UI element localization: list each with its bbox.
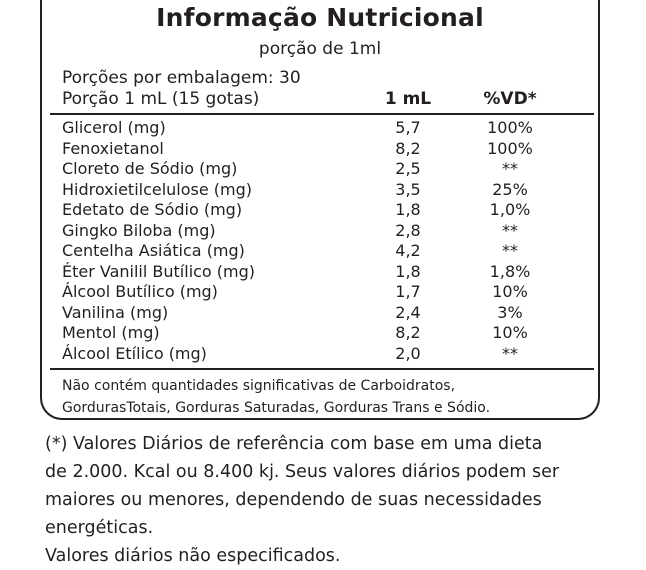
table-row: Gingko Biloba (mg) 2,8 ** bbox=[62, 221, 592, 242]
not-significant-note: Não contém quantidades significativas de… bbox=[62, 375, 592, 419]
nutrient-name: Mentol (mg) bbox=[62, 323, 160, 342]
table-row: Cloreto de Sódio (mg) 2,5 ** bbox=[62, 159, 592, 180]
servings-per-package: Porções por embalagem: 30 bbox=[62, 68, 301, 88]
table-row: Vanilina (mg) 2,4 3% bbox=[62, 303, 592, 324]
footnote-line: de 2.000. Kcal ou 8.400 kj. Seus valores… bbox=[45, 462, 560, 482]
nutrient-amount: 2,0 bbox=[395, 343, 421, 363]
nutrient-amount: 8,2 bbox=[395, 323, 421, 342]
nutrient-dv: 10% bbox=[492, 282, 528, 301]
footnote-line: (*) Valores Diários de referência com ba… bbox=[45, 434, 543, 454]
nutrient-name: Éter Vanilil Butílico (mg) bbox=[62, 261, 256, 281]
table-row: Álcool Etílico (mg) 2,0 ** bbox=[62, 344, 592, 365]
nutrient-name: Vanilina (mg) bbox=[62, 302, 169, 322]
footnote-line: energéticas. bbox=[45, 518, 154, 538]
nutrient-amount: 4,2 bbox=[395, 241, 421, 260]
nutrient-dv: 10% bbox=[492, 323, 528, 342]
nutrient-amount: 2,4 bbox=[395, 302, 421, 322]
amount-header: 1 mL bbox=[384, 89, 432, 109]
nutrition-label-frame bbox=[40, 0, 600, 420]
table-row: Álcool Butílico (mg) 1,7 10% bbox=[62, 282, 592, 303]
nutrient-dv: 1,8% bbox=[489, 261, 531, 281]
nutrient-name: Fenoxietanol bbox=[62, 138, 164, 158]
nutrient-dv: ** bbox=[502, 159, 518, 178]
nutrient-name: Hidroxietilcelulose (mg) bbox=[62, 179, 253, 199]
daily-values-footnote: (*) Valores Diários de referência com ba… bbox=[45, 430, 635, 570]
nutrient-amount: 5,7 bbox=[395, 118, 421, 137]
nutrient-amount: 2,5 bbox=[395, 159, 421, 178]
table-row: Éter Vanilil Butílico (mg) 1,8 1,8% bbox=[62, 262, 592, 283]
table-row: Hidroxietilcelulose (mg) 3,5 25% bbox=[62, 180, 592, 201]
nutrient-dv: ** bbox=[502, 241, 518, 260]
table-row: Glicerol (mg) 5,7 100% bbox=[62, 118, 592, 139]
nutrient-amount: 2,8 bbox=[395, 220, 421, 240]
nutrient-dv: 25% bbox=[492, 179, 528, 199]
table-row: Centelha Asiática (mg) 4,2 ** bbox=[62, 241, 592, 262]
nutrient-amount: 8,2 bbox=[395, 138, 421, 158]
nutrient-name: Cloreto de Sódio (mg) bbox=[62, 159, 238, 178]
nutrient-name: Centelha Asiática (mg) bbox=[62, 241, 245, 260]
nutrient-dv: 100% bbox=[487, 138, 533, 158]
nutrient-amount: 3,5 bbox=[395, 179, 421, 199]
label-title: Informação Nutricional bbox=[156, 3, 484, 32]
dv-header: %VD* bbox=[483, 89, 537, 109]
nutrient-dv: 1,0% bbox=[489, 200, 531, 219]
label-subtitle: porção de 1ml bbox=[258, 39, 382, 59]
table-bottom-divider bbox=[50, 368, 594, 370]
nutrient-amount: 1,8 bbox=[395, 261, 421, 281]
nutrient-table: Glicerol (mg) 5,7 100% Fenoxietanol 8,2 100%… bbox=[62, 118, 592, 364]
portion-header: Porção 1 mL (15 gotas) bbox=[62, 89, 260, 109]
table-row: Mentol (mg) 8,2 10% bbox=[62, 323, 592, 344]
table-header: Porção 1 mL (15 gotas) 1 mL %VD* bbox=[62, 89, 592, 111]
nutrient-name: Glicerol (mg) bbox=[62, 118, 166, 137]
note-line: Não contém quantidades significativas de… bbox=[62, 378, 456, 394]
footnote-line: Valores diários não especificados. bbox=[45, 546, 341, 566]
note-line: GordurasTotais, Gorduras Saturadas, Gord… bbox=[62, 400, 491, 416]
nutrient-dv: 100% bbox=[487, 118, 533, 137]
nutrient-dv: ** bbox=[502, 220, 518, 240]
footnote-line: maiores ou menores, dependendo de suas n… bbox=[45, 490, 542, 510]
nutrient-dv: ** bbox=[502, 343, 518, 363]
nutrient-name: Gingko Biloba (mg) bbox=[62, 220, 216, 240]
nutrient-dv: 3% bbox=[497, 302, 523, 322]
nutrient-amount: 1,7 bbox=[395, 282, 421, 301]
nutrient-name: Álcool Butílico (mg) bbox=[62, 282, 218, 301]
nutrient-amount: 1,8 bbox=[395, 200, 421, 219]
nutrient-name: Edetato de Sódio (mg) bbox=[62, 200, 243, 219]
nutrient-name: Álcool Etílico (mg) bbox=[62, 343, 207, 363]
table-row: Edetato de Sódio (mg) 1,8 1,0% bbox=[62, 200, 592, 221]
table-row: Fenoxietanol 8,2 100% bbox=[62, 139, 592, 160]
header-divider bbox=[50, 113, 594, 115]
